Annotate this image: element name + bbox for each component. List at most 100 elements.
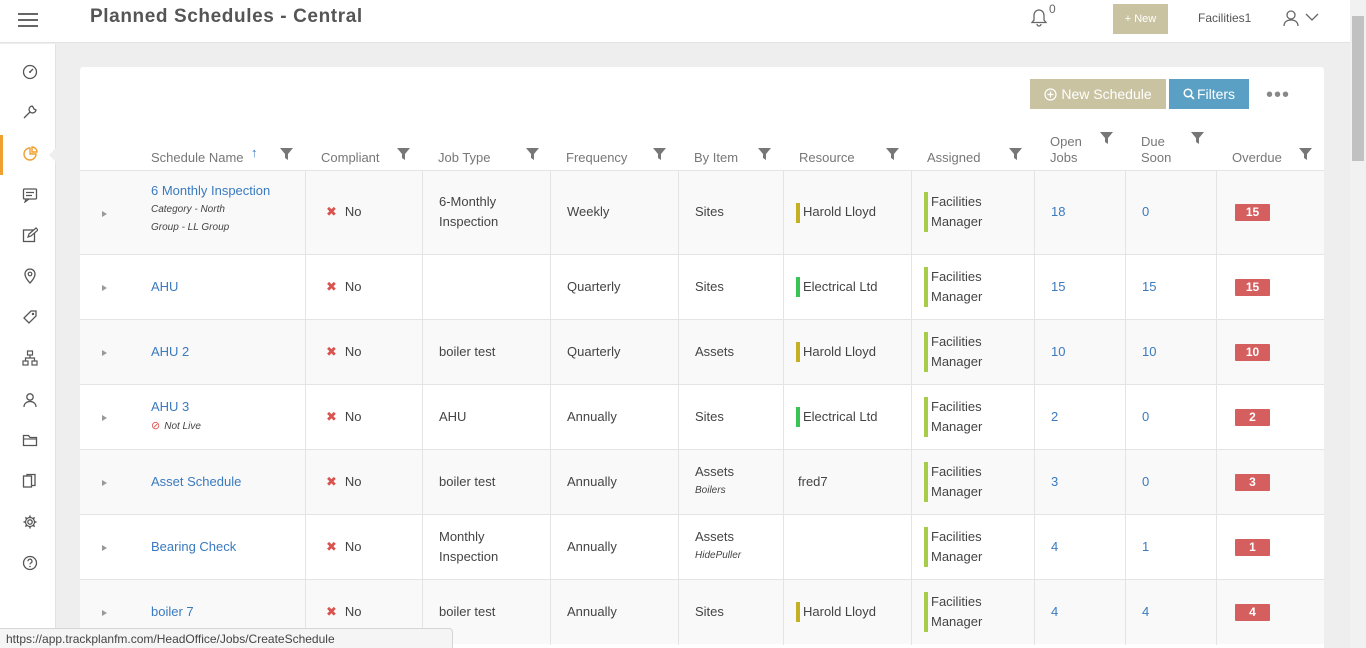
new-button[interactable]: + New xyxy=(1113,4,1168,34)
schedule-name-link[interactable]: AHU xyxy=(151,279,179,294)
open-jobs-cell: 18 xyxy=(1034,171,1125,255)
sidebar-item-planned[interactable] xyxy=(0,135,57,175)
expand-row-icon[interactable] xyxy=(102,211,107,217)
overdue-badge[interactable]: 15 xyxy=(1235,204,1270,221)
sidebar-item-settings[interactable] xyxy=(0,503,56,543)
schedule-name-link[interactable]: boiler 7 xyxy=(151,604,194,619)
assigned-cell: Facilities Manager xyxy=(911,515,1034,580)
column-schedule-name[interactable]: Schedule Name ↑ xyxy=(151,122,301,170)
job-type-cell: AHU xyxy=(422,385,550,450)
sidebar-item-tags[interactable] xyxy=(0,298,56,338)
column-frequency[interactable]: Frequency xyxy=(566,122,671,170)
sidebar-item-jobs[interactable] xyxy=(0,93,56,133)
column-assigned[interactable]: Assigned xyxy=(927,122,1027,170)
table-row[interactable]: AHU 3 ⊘ Not Live ✖ No AHU Annually Sites E… xyxy=(80,384,1324,450)
schedule-name-link[interactable]: Asset Schedule xyxy=(151,474,242,489)
overdue-badge[interactable]: 4 xyxy=(1235,604,1270,621)
sort-ascending-icon[interactable]: ↑ xyxy=(251,145,258,160)
schedule-name-link[interactable]: AHU 3 xyxy=(151,399,190,414)
user-name[interactable]: Facilities1 xyxy=(1198,11,1252,25)
filter-funnel-icon[interactable] xyxy=(1299,148,1312,160)
column-job-type[interactable]: Job Type xyxy=(438,122,543,170)
cross-icon: ✖ xyxy=(326,409,337,424)
compliant-cell: ✖ No xyxy=(305,450,422,515)
overdue-badge[interactable]: 3 xyxy=(1235,474,1270,491)
frequency-cell: Annually xyxy=(550,385,678,450)
filters-button[interactable]: Filters xyxy=(1169,79,1249,109)
browser-status-bar: https://app.trackplanfm.com/HeadOffice/J… xyxy=(0,628,453,648)
sidebar-item-folders[interactable] xyxy=(0,421,56,461)
sidebar-item-locations[interactable] xyxy=(0,257,56,297)
expand-row-icon[interactable] xyxy=(102,285,107,291)
table-row[interactable]: Asset Schedule ✖ No boiler test Annually … xyxy=(80,449,1324,515)
new-schedule-button[interactable]: New Schedule xyxy=(1030,79,1166,109)
filter-funnel-icon[interactable] xyxy=(653,148,666,160)
page-scrollbar[interactable] xyxy=(1350,0,1366,648)
filter-funnel-icon[interactable] xyxy=(1191,132,1204,144)
assigned-cell: Facilities Manager xyxy=(911,450,1034,515)
sidebar-item-help[interactable] xyxy=(0,544,56,584)
filter-funnel-icon[interactable] xyxy=(526,148,539,160)
overdue-badge[interactable]: 1 xyxy=(1235,539,1270,556)
column-by-item[interactable]: By Item xyxy=(694,122,779,170)
frequency-cell: Weekly xyxy=(550,171,678,255)
sidebar-item-messages[interactable] xyxy=(0,176,56,216)
bell-icon[interactable] xyxy=(1030,8,1048,28)
overdue-cell: 1 xyxy=(1216,515,1324,580)
assigned-color-bar xyxy=(924,462,928,502)
menu-icon[interactable] xyxy=(18,13,38,28)
schedule-name-link[interactable]: Bearing Check xyxy=(151,539,237,554)
overdue-badge[interactable]: 10 xyxy=(1235,344,1270,361)
expand-row-icon[interactable] xyxy=(102,480,107,486)
filter-funnel-icon[interactable] xyxy=(280,148,293,160)
filter-funnel-icon[interactable] xyxy=(886,148,899,160)
sidebar-item-hierarchy[interactable] xyxy=(0,339,56,379)
expand-row-icon[interactable] xyxy=(102,610,107,616)
page-title: Planned Schedules - Central xyxy=(90,6,363,27)
filter-funnel-icon[interactable] xyxy=(1009,148,1022,160)
overdue-badge[interactable]: 15 xyxy=(1235,279,1270,296)
open-jobs-cell: 10 xyxy=(1034,320,1125,385)
schedule-name-link[interactable]: AHU 2 xyxy=(151,344,190,359)
schedule-name-link[interactable]: 6 Monthly Inspection xyxy=(151,183,271,198)
by-item-cell: Sites xyxy=(678,171,783,255)
expand-row-icon[interactable] xyxy=(102,350,107,356)
hierarchy-icon xyxy=(22,350,38,366)
overdue-badge[interactable]: 2 xyxy=(1235,409,1270,426)
assigned-cell: Facilities Manager xyxy=(911,171,1034,255)
wrench-icon xyxy=(23,105,37,119)
resource-color-bar xyxy=(796,602,800,622)
sidebar-item-documents[interactable] xyxy=(0,462,56,502)
assigned-cell: Facilities Manager xyxy=(911,580,1034,645)
schedules-card: New Schedule Filters ••• Schedule Name ↑… xyxy=(80,67,1324,648)
table-row[interactable]: 6 Monthly Inspection Category - North Gr… xyxy=(80,170,1324,255)
filter-funnel-icon[interactable] xyxy=(758,148,771,160)
scrollbar-thumb[interactable] xyxy=(1352,16,1364,161)
user-menu-icon[interactable] xyxy=(1282,9,1322,27)
assigned-color-bar xyxy=(924,592,928,632)
column-compliant[interactable]: Compliant xyxy=(321,122,416,170)
sidebar-item-edit[interactable] xyxy=(0,216,56,256)
sidebar xyxy=(0,44,57,648)
table-row[interactable]: Bearing Check ✖ No Monthly Inspection Annu… xyxy=(80,514,1324,580)
frequency-cell: Quarterly xyxy=(550,320,678,385)
pie-chart-icon xyxy=(23,146,38,161)
cross-icon: ✖ xyxy=(326,604,337,619)
job-type-cell: boiler test xyxy=(422,450,550,515)
column-due-soon[interactable]: Due Soon xyxy=(1141,122,1211,170)
schedule-group: Group - LL Group xyxy=(151,222,230,233)
more-options-button[interactable]: ••• xyxy=(1266,84,1291,106)
by-item-cell: Assets xyxy=(678,320,783,385)
column-open-jobs[interactable]: Open Jobs xyxy=(1050,122,1120,170)
resource-cell: Harold Lloyd xyxy=(783,171,911,255)
table-row[interactable]: AHU ✖ No Quarterly Sites Electrical Ltd F… xyxy=(80,254,1324,320)
column-resource[interactable]: Resource xyxy=(799,122,909,170)
sidebar-item-dashboard[interactable] xyxy=(0,53,56,93)
column-overdue[interactable]: Overdue xyxy=(1232,122,1322,170)
table-row[interactable]: AHU 2 ✖ No boiler test Quarterly Assets H… xyxy=(80,319,1324,385)
expand-row-icon[interactable] xyxy=(102,415,107,421)
sidebar-item-contacts[interactable] xyxy=(0,381,56,421)
expand-row-icon[interactable] xyxy=(102,545,107,551)
filter-funnel-icon[interactable] xyxy=(397,148,410,160)
filter-funnel-icon[interactable] xyxy=(1100,132,1113,144)
